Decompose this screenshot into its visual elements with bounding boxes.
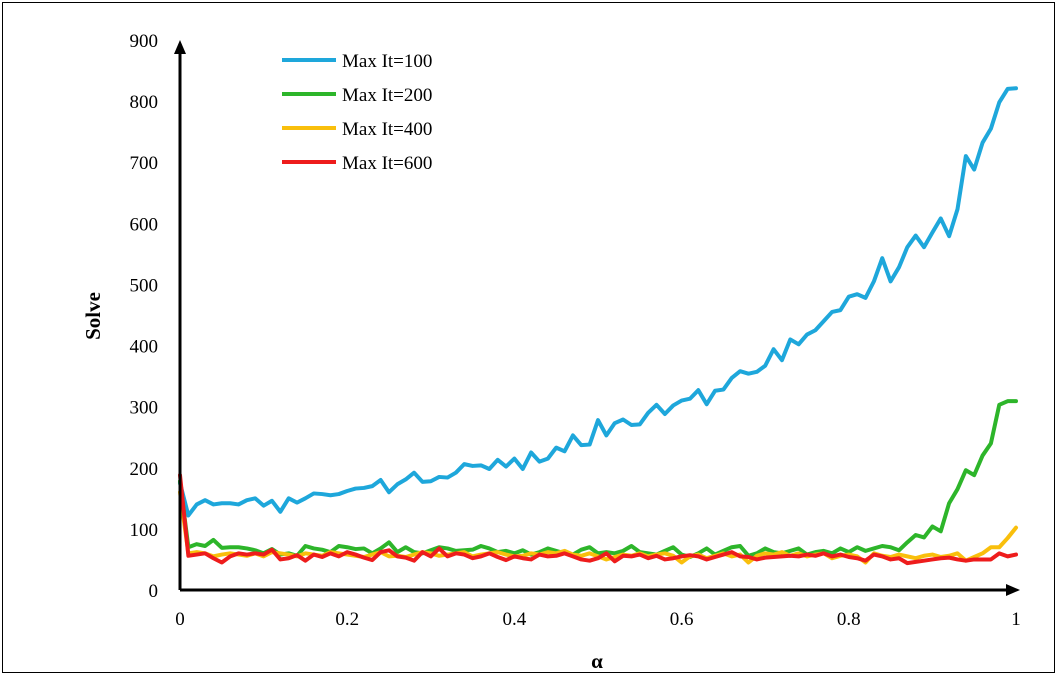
series-line-4 <box>178 473 1018 566</box>
y-tick-label: 800 <box>130 92 159 113</box>
series-line-2 <box>178 399 1018 559</box>
y-tick-label: 900 <box>130 31 159 52</box>
legend-label-1: Max It=100 <box>342 51 432 72</box>
y-tick-label: 200 <box>130 459 159 480</box>
x-tick-label: 0.8 <box>837 609 861 630</box>
series-layer <box>178 86 1018 566</box>
x-tick-label: 0.6 <box>670 609 694 630</box>
y-tick-label: 0 <box>149 581 159 602</box>
x-tick-label: 0.4 <box>503 609 527 630</box>
legend-label-2: Max It=200 <box>342 85 432 106</box>
x-axis-ticks: 0 0.2 0.4 0.6 0.8 1 <box>175 609 1021 630</box>
y-tick-label: 100 <box>130 520 159 541</box>
y-tick-label: 500 <box>130 275 159 296</box>
y-tick-label: 300 <box>130 398 159 419</box>
legend-label-4: Max It=600 <box>342 153 432 174</box>
legend: Max It=100 Max It=200 Max It=400 Max It=600 <box>282 51 432 174</box>
legend-label-3: Max It=400 <box>342 119 432 140</box>
x-tick-label: 0 <box>175 609 185 630</box>
y-tick-label: 400 <box>130 337 159 358</box>
axes <box>174 40 1020 596</box>
y-axis-ticks: 0 100 200 300 400 500 600 700 800 900 <box>130 31 159 602</box>
x-tick-label: 1 <box>1011 609 1021 630</box>
y-tick-label: 600 <box>130 214 159 235</box>
x-tick-label: 0.2 <box>335 609 359 630</box>
x-axis-title: α <box>591 649 603 673</box>
y-axis-arrow <box>174 40 186 54</box>
x-axis-arrow <box>1006 584 1020 596</box>
y-tick-label: 700 <box>130 153 159 174</box>
y-axis-title: Solve <box>81 292 105 340</box>
series-line-1 <box>178 86 1018 518</box>
